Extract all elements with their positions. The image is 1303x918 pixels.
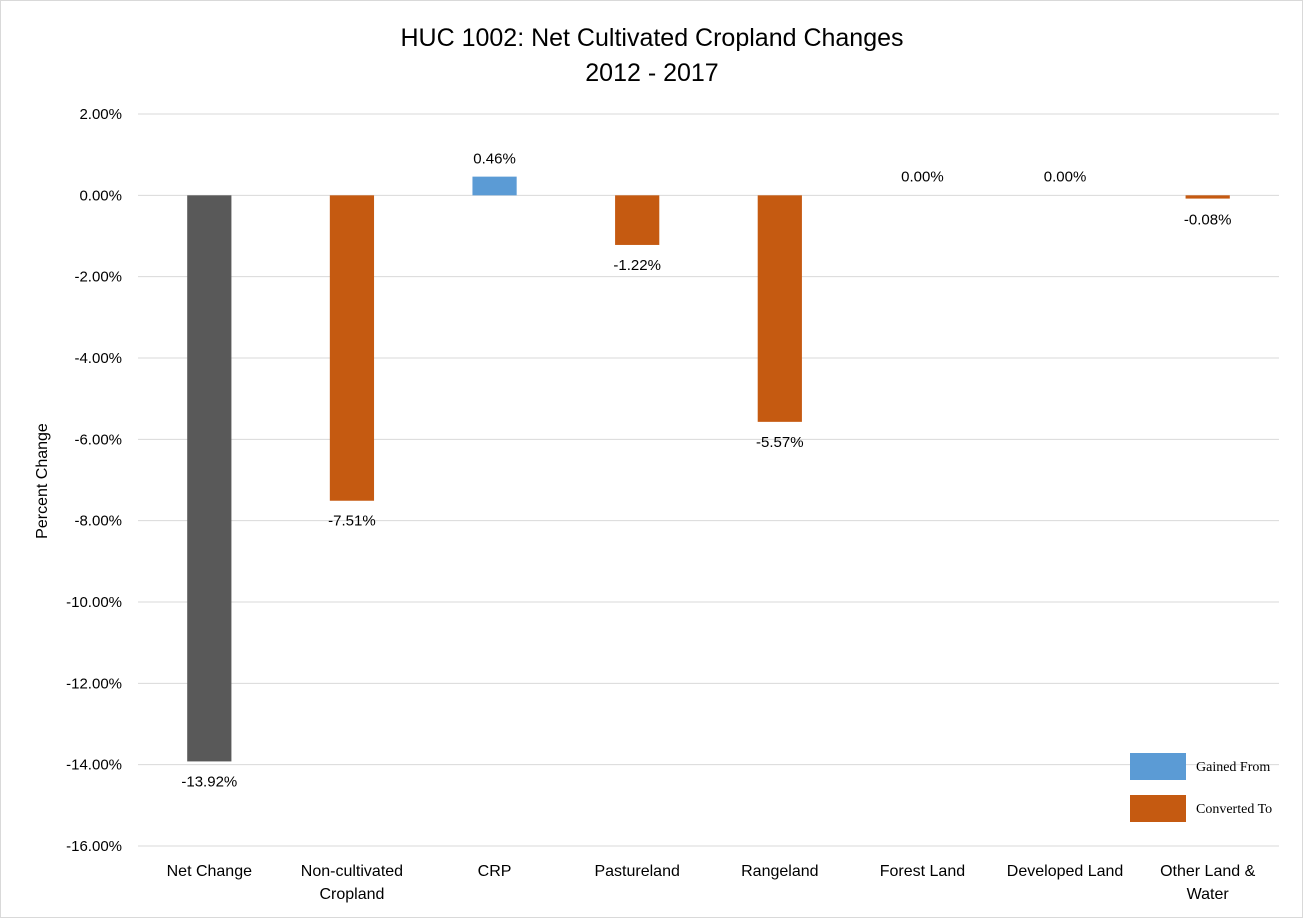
data-label: 0.00% bbox=[901, 168, 944, 185]
legend-label-gained: Gained From bbox=[1196, 760, 1270, 775]
data-label: 0.46% bbox=[473, 151, 516, 168]
data-label: -1.22% bbox=[613, 257, 661, 274]
data-label: -0.08% bbox=[1184, 211, 1232, 228]
bar bbox=[472, 176, 517, 196]
y-tick-label: -8.00% bbox=[74, 513, 122, 530]
bar bbox=[1185, 195, 1230, 199]
bar bbox=[329, 195, 375, 501]
y-tick-label: -10.00% bbox=[66, 594, 122, 611]
bar bbox=[615, 195, 660, 245]
y-tick-label: -12.00% bbox=[66, 675, 122, 692]
y-tick-label: -6.00% bbox=[74, 431, 122, 448]
y-tick-label: -16.00% bbox=[66, 838, 122, 855]
data-labels: -13.92% -7.51% 0.46% -1.22% -5.57% 0.00% 0.00%… bbox=[181, 151, 1231, 791]
bars bbox=[187, 176, 1230, 762]
data-label: -13.92% bbox=[181, 773, 237, 790]
data-label: 0.00% bbox=[1044, 168, 1087, 185]
legend: Gained From Converted To bbox=[1130, 753, 1272, 822]
chart-title: HUC 1002: Net Cultivated Cropland Change… bbox=[400, 24, 903, 52]
x-category-label: Developed Land bbox=[1007, 863, 1124, 880]
x-category-label: Rangeland bbox=[741, 863, 818, 880]
y-tick-label: -14.00% bbox=[66, 757, 122, 774]
legend-swatch-converted bbox=[1130, 795, 1186, 822]
y-axis-ticks: 2.00% 0.00% -2.00% -4.00% -6.00% -8.00% -10.00… bbox=[66, 106, 122, 855]
x-category-label: Net Change bbox=[167, 863, 252, 880]
y-tick-label: -2.00% bbox=[74, 269, 122, 286]
gridlines bbox=[138, 113, 1279, 847]
x-category-label: CRP bbox=[478, 863, 512, 880]
x-axis-categories: Net Change Non-cultivated Cropland CRP Pastu… bbox=[167, 863, 1256, 903]
x-category-label: Non-cultivated Cropland bbox=[301, 863, 403, 903]
data-label: -7.51% bbox=[328, 513, 376, 530]
x-category-label: Pastureland bbox=[594, 863, 679, 880]
y-tick-label: 2.00% bbox=[79, 106, 122, 123]
x-category-label: Forest Land bbox=[880, 863, 965, 880]
y-tick-label: 0.00% bbox=[79, 187, 122, 204]
legend-swatch-gained bbox=[1130, 753, 1186, 780]
y-axis-label: Percent Change bbox=[34, 423, 51, 539]
data-label: -5.57% bbox=[756, 434, 804, 451]
bar bbox=[187, 195, 232, 762]
x-category-label: Other Land & Water bbox=[1160, 863, 1256, 903]
chart-subtitle: 2012 - 2017 bbox=[585, 59, 718, 87]
y-tick-label: -4.00% bbox=[74, 350, 122, 367]
legend-label-converted: Converted To bbox=[1196, 802, 1272, 817]
bar bbox=[757, 195, 802, 422]
